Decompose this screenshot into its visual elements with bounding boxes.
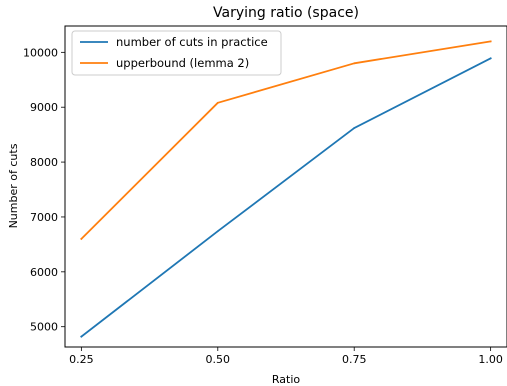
series-line-0	[80, 57, 492, 338]
legend-label-practice: number of cuts in practice	[116, 35, 268, 49]
y-tick-label-4: 9000	[30, 101, 58, 114]
series-1-point-3	[489, 40, 492, 43]
y-tick-label-2: 7000	[30, 211, 58, 224]
x-axis-label: Ratio	[272, 373, 301, 386]
y-axis-label: Number of cuts	[7, 143, 20, 228]
legend-box	[71, 30, 282, 76]
chart-title: Varying ratio (space)	[213, 5, 359, 21]
x-tick-label-0: 0.25	[69, 353, 94, 366]
series-1-point-1	[216, 101, 219, 104]
series-0-point-3	[489, 57, 492, 60]
legend: number of cuts in practice upperbound (l…	[71, 30, 282, 76]
series-line-1	[80, 40, 492, 241]
series-0-point-1	[216, 230, 219, 233]
series-1-point-2	[353, 62, 356, 65]
series-0-point-0	[80, 335, 83, 338]
y-tick-label-0: 5000	[30, 321, 58, 334]
legend-label-upperbound: upperbound (lemma 2)	[116, 56, 249, 70]
y-axis: 5000 6000 7000 8000 9000 10000	[23, 46, 65, 334]
x-axis: 0.25 0.50 0.75 1.00	[69, 347, 503, 366]
series-0-point-2	[353, 127, 356, 129]
y-tick-label-1: 6000	[30, 266, 58, 279]
x-tick-label-2: 0.75	[342, 353, 367, 366]
series-layer	[80, 40, 492, 338]
series-1-point-0	[80, 238, 83, 240]
y-tick-label-3: 8000	[30, 156, 58, 169]
y-tick-label-5: 10000	[23, 46, 58, 59]
plot-frame	[64, 25, 507, 348]
x-tick-label-1: 0.50	[206, 353, 231, 366]
x-tick-label-3: 1.00	[478, 353, 503, 366]
